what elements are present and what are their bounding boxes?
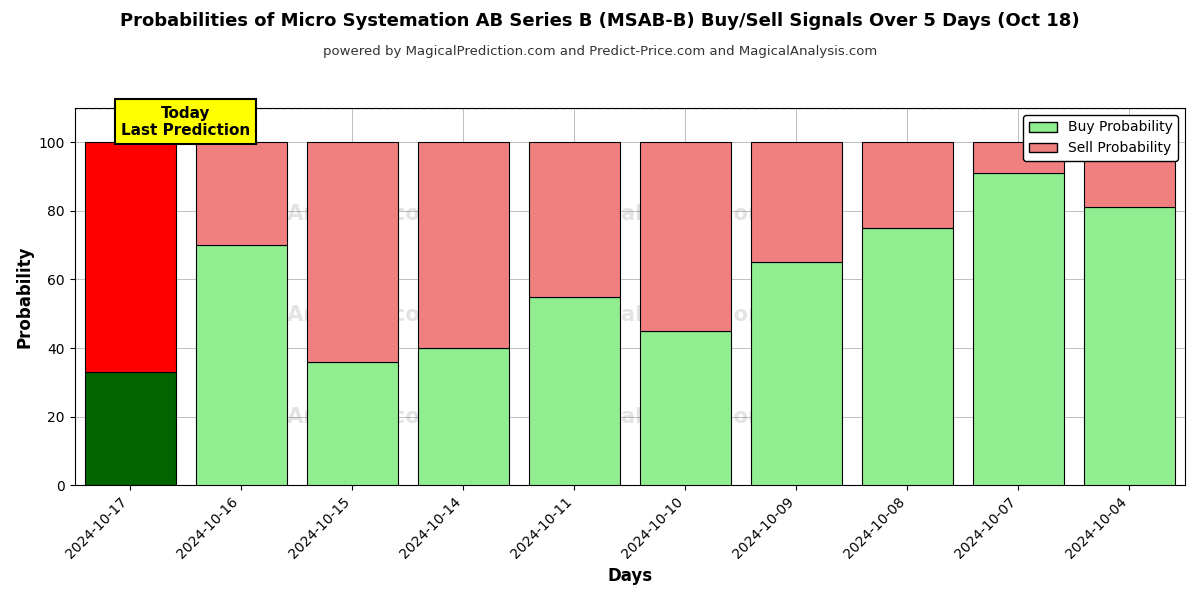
Bar — [973, 142, 1064, 173]
Text: MagicalAnalysis.com: MagicalAnalysis.com — [197, 305, 442, 325]
Bar — [640, 142, 731, 331]
Bar — [529, 142, 620, 296]
Bar — [862, 228, 953, 485]
Bar — [85, 372, 175, 485]
Bar — [307, 362, 397, 485]
Bar — [751, 142, 842, 262]
Text: MagicalAnalysis.com: MagicalAnalysis.com — [197, 203, 442, 224]
Y-axis label: Probability: Probability — [16, 245, 34, 348]
Bar — [751, 262, 842, 485]
Text: MagicalPrediction.com: MagicalPrediction.com — [552, 407, 818, 427]
Text: MagicalPrediction.com: MagicalPrediction.com — [552, 305, 818, 325]
Text: powered by MagicalPrediction.com and Predict-Price.com and MagicalAnalysis.com: powered by MagicalPrediction.com and Pre… — [323, 44, 877, 58]
Bar — [307, 142, 397, 362]
Bar — [973, 173, 1064, 485]
Text: MagicalPrediction.com: MagicalPrediction.com — [552, 203, 818, 224]
Bar — [418, 142, 509, 348]
Text: Probabilities of Micro Systemation AB Series B (MSAB-B) Buy/Sell Signals Over 5 : Probabilities of Micro Systemation AB Se… — [120, 12, 1080, 30]
Bar — [196, 245, 287, 485]
Bar — [418, 348, 509, 485]
Bar — [529, 296, 620, 485]
Bar — [862, 142, 953, 228]
Bar — [196, 142, 287, 245]
Text: MagicalAnalysis.com: MagicalAnalysis.com — [197, 407, 442, 427]
Bar — [1084, 208, 1175, 485]
Bar — [640, 331, 731, 485]
Text: Today
Last Prediction: Today Last Prediction — [121, 106, 251, 138]
Bar — [1084, 142, 1175, 208]
X-axis label: Days: Days — [607, 567, 653, 585]
Legend: Buy Probability, Sell Probability: Buy Probability, Sell Probability — [1024, 115, 1178, 161]
Bar — [85, 142, 175, 372]
